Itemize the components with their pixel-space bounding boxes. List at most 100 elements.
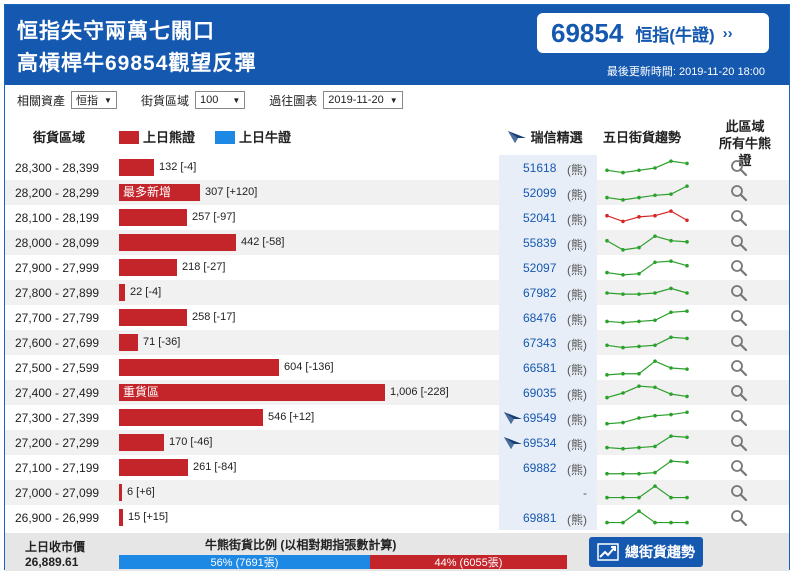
trend-sparkline[interactable] <box>601 307 693 328</box>
trend-point <box>685 240 689 244</box>
bear-bar[interactable] <box>119 284 125 301</box>
warrant-code[interactable]: 66581 <box>523 361 557 375</box>
legend-bear-swatch <box>119 131 139 144</box>
warrant-code[interactable]: 52097 <box>523 261 557 275</box>
trend-sparkline[interactable] <box>601 232 693 253</box>
table-row: 28,200 - 28,299 最多新增 307 [+120] 52099 (熊) <box>5 180 789 205</box>
bear-bar[interactable] <box>119 259 177 276</box>
trend-sparkline[interactable] <box>601 482 693 503</box>
trend-sparkline[interactable] <box>601 407 693 428</box>
trend-sparkline[interactable] <box>601 332 693 353</box>
warrant-code[interactable]: 67982 <box>523 286 557 300</box>
trend-sparkline[interactable] <box>601 457 693 478</box>
trend-point <box>669 209 673 213</box>
trend-sparkline[interactable] <box>601 207 693 228</box>
search-icon[interactable] <box>730 384 748 402</box>
trend-point <box>653 413 657 418</box>
search-icon[interactable] <box>730 284 748 302</box>
search-icon[interactable] <box>730 334 748 352</box>
warrant-code[interactable]: 67343 <box>523 336 557 350</box>
search-icon[interactable] <box>730 259 748 277</box>
bar-count: 604 [-136] <box>284 361 334 373</box>
trend-point <box>685 394 689 399</box>
bank-logo-icon <box>504 412 522 424</box>
pick-cell <box>499 505 597 530</box>
col-pick: 瑞信精選 <box>507 127 583 146</box>
bar-count: 6 [+6] <box>127 486 155 498</box>
warrant-code[interactable]: 69882 <box>523 461 557 475</box>
pick-cell <box>499 455 597 480</box>
table-row: 27,300 - 27,399 546 [+12] 69549 (熊) <box>5 405 789 430</box>
trend-sparkline[interactable] <box>601 282 693 303</box>
search-icon[interactable] <box>730 484 748 502</box>
trend-point <box>669 459 673 463</box>
warrant-code[interactable]: 55839 <box>523 236 557 250</box>
warrant-code[interactable]: 69549 <box>523 411 557 425</box>
headline-line2[interactable]: 高槓桿牛69854觀望反彈 <box>17 52 257 75</box>
trend-sparkline[interactable] <box>601 157 693 178</box>
warrant-kind: (熊) <box>567 238 587 252</box>
search-icon[interactable] <box>730 234 748 252</box>
warrant-code[interactable]: 52041 <box>523 211 557 225</box>
quote-button[interactable]: 69854 恒指(牛證) ›› <box>537 13 769 53</box>
trend-point <box>685 218 689 223</box>
headline-line1[interactable]: 恒指失守兩萬七關口 <box>17 20 215 43</box>
trend-point <box>637 471 641 476</box>
bear-bar[interactable] <box>119 459 188 476</box>
trend-point <box>685 184 689 188</box>
search-icon[interactable] <box>730 509 748 527</box>
trend-sparkline[interactable] <box>601 432 693 453</box>
trend-point <box>605 445 609 450</box>
trend-point <box>653 213 657 218</box>
search-icon[interactable] <box>730 184 748 202</box>
bar-count: 22 [-4] <box>130 286 162 298</box>
total-trend-button[interactable]: 總街貨趨勢 <box>589 537 703 567</box>
search-icon[interactable] <box>730 159 748 177</box>
bear-bar[interactable] <box>119 409 263 426</box>
bear-bar[interactable] <box>119 509 123 526</box>
trend-point <box>669 335 673 340</box>
search-icon[interactable] <box>730 359 748 377</box>
bear-bar[interactable] <box>119 484 122 501</box>
warrant-code[interactable]: 69035 <box>523 386 557 400</box>
search-icon[interactable] <box>730 459 748 477</box>
trend-point <box>653 359 657 363</box>
search-icon[interactable] <box>730 434 748 452</box>
bear-bar[interactable] <box>119 209 187 226</box>
search-icon[interactable] <box>730 209 748 227</box>
bear-bar[interactable]: 重貨區 <box>119 384 385 401</box>
warrant-code[interactable]: 69881 <box>523 511 557 525</box>
search-icon[interactable] <box>730 309 748 327</box>
warrant-code[interactable]: 51618 <box>523 161 557 175</box>
trend-point <box>637 292 641 296</box>
bear-bar[interactable]: 最多新增 <box>119 184 200 201</box>
trend-sparkline[interactable] <box>601 357 693 378</box>
trend-sparkline[interactable] <box>601 382 693 403</box>
history-select[interactable]: 2019-11-20 ▼ <box>323 91 403 109</box>
bar-count: 442 [-58] <box>241 236 285 248</box>
trend-sparkline[interactable] <box>601 257 693 278</box>
bear-bar[interactable] <box>119 434 164 451</box>
warrant-kind: (熊) <box>567 388 587 402</box>
bear-bar[interactable] <box>119 359 279 376</box>
bear-bar[interactable] <box>119 334 138 351</box>
range-select[interactable]: 100 ▼ <box>194 91 246 109</box>
trend-sparkline[interactable] <box>601 182 693 203</box>
asset-select[interactable]: 恒指 ▼ <box>71 91 117 109</box>
trend-point <box>621 391 625 395</box>
row-range: 27,300 - 27,399 <box>15 411 100 425</box>
trend-line <box>606 336 688 349</box>
trend-line <box>606 185 688 201</box>
warrant-code[interactable]: 52099 <box>523 186 557 200</box>
bear-bar[interactable] <box>119 234 236 251</box>
warrant-code[interactable]: 68476 <box>523 311 557 325</box>
range-label: 街貨區域 <box>140 93 189 108</box>
bear-bar[interactable] <box>119 309 187 326</box>
legend-bull-label: 上日牛證 <box>239 130 292 145</box>
warrant-code[interactable]: 69534 <box>523 436 557 450</box>
trend-point <box>653 470 657 475</box>
bear-bar[interactable] <box>119 159 154 176</box>
trend-point <box>605 195 609 200</box>
search-icon[interactable] <box>730 409 748 427</box>
trend-sparkline[interactable] <box>601 507 693 528</box>
